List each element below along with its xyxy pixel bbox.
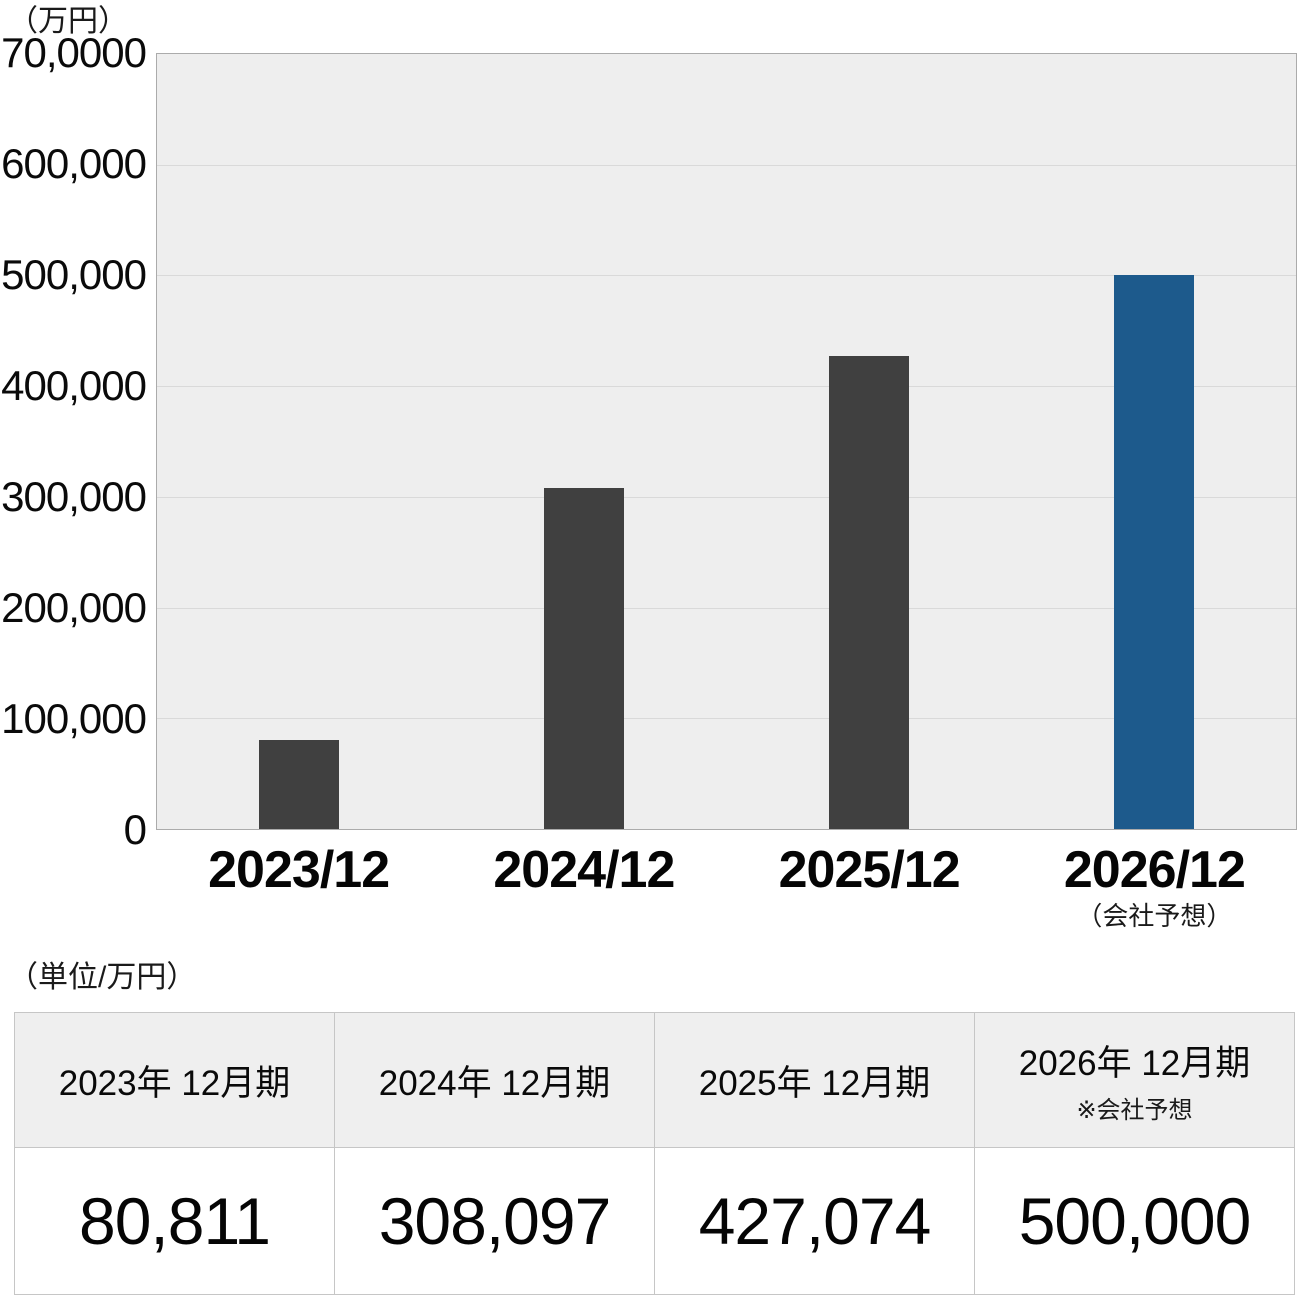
table-header-label: 2023年 12月期 [58, 1063, 291, 1103]
bar-slot-2026-12 [1011, 54, 1296, 829]
x-label-2023-12: 2023/12 [208, 841, 390, 899]
y-axis: 70,0000 600,000 500,000 400,000 300,000 … [0, 32, 147, 851]
y-tick-0: 0 [123, 806, 147, 853]
table-header-2024: 2024年 12月期 [334, 1012, 655, 1148]
x-slot-2023-12: 2023/12 [156, 832, 441, 932]
x-label-2026-12: 2026/12 [1063, 841, 1246, 899]
bar-slot-2025-12 [727, 54, 1012, 829]
y-tick-700000: 70,0000 [1, 29, 147, 76]
y-tick-200000: 200,000 [1, 584, 147, 631]
bars-group [157, 54, 1296, 829]
bar-2025-12 [828, 356, 909, 829]
gridline-600000 [157, 164, 1296, 166]
table-header-2026: 2026年 12月期 ※会社予想 [974, 1012, 1295, 1148]
table-header-label: 2026年 12月期 [1018, 1044, 1251, 1083]
y-tick-600000: 600,000 [1, 139, 147, 187]
bar-2026-12-forecast [1113, 275, 1194, 829]
x-label-forecast-note: （会社予想） [1076, 901, 1233, 932]
x-label-2025-12: 2025/12 [778, 841, 961, 899]
table-value-2023: 80,811 [14, 1147, 335, 1295]
table-header-2023: 2023年 12月期 [14, 1012, 335, 1148]
values-table: 2023年 12月期 2024年 12月期 2025年 12月期 2026年 1… [14, 1012, 1295, 1295]
gridline-300000 [157, 496, 1296, 498]
table-header-row: 2023年 12月期 2024年 12月期 2025年 12月期 2026年 1… [14, 1012, 1295, 1148]
table-value-row: 80,811 308,097 427,074 500,000 [14, 1147, 1295, 1295]
table-header-label: 2025年 12月期 [698, 1063, 931, 1103]
table-value-2024: 308,097 [334, 1147, 655, 1295]
x-slot-2026-12: 2026/12 （会社予想） [1012, 832, 1297, 932]
y-tick-300000: 300,000 [1, 473, 147, 520]
bar-slot-2023-12 [157, 54, 442, 829]
y-tick-400000: 400,000 [1, 361, 147, 409]
table-header-forecast-note: ※会社予想 [1076, 1097, 1193, 1124]
x-slot-2025-12: 2025/12 [727, 832, 1012, 932]
gridline-200000 [157, 607, 1296, 609]
x-label-2024-12: 2024/12 [493, 841, 675, 899]
table-value-2026: 500,000 [974, 1147, 1295, 1295]
gridline-100000 [157, 718, 1296, 720]
table-unit-note: （単位/万円） [8, 961, 197, 994]
gridline-400000 [157, 386, 1296, 388]
y-axis-unit-label: （万円） [8, 5, 128, 38]
y-tick-500000: 500,000 [1, 250, 147, 298]
bar-2024-12 [544, 487, 625, 829]
table-value-2025: 427,074 [654, 1147, 975, 1295]
y-tick-100000: 100,000 [1, 695, 147, 742]
plot-area [156, 53, 1297, 830]
bar-slot-2024-12 [442, 54, 727, 829]
gridline-500000 [157, 275, 1296, 277]
table-header-2025: 2025年 12月期 [654, 1012, 975, 1148]
x-slot-2024-12: 2024/12 [441, 832, 726, 932]
table-header-label: 2024年 12月期 [378, 1063, 611, 1103]
x-axis: 2023/12 2024/12 2025/12 2026/12 （会社予想） [156, 832, 1297, 932]
bar-2023-12 [259, 739, 340, 829]
